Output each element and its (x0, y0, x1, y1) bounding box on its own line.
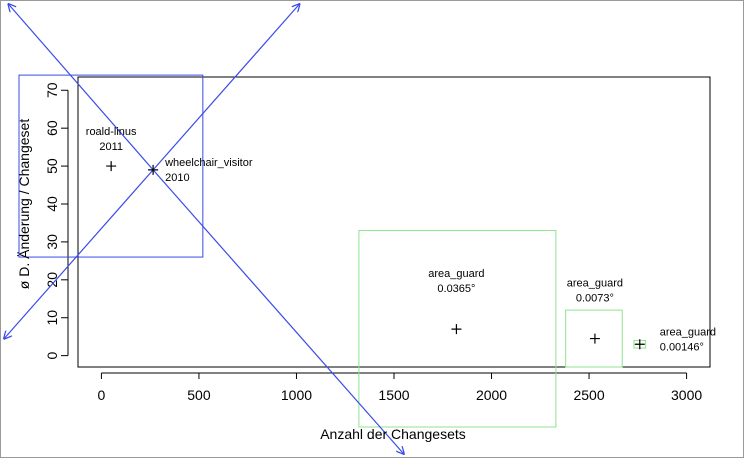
point-label: area_guard (660, 326, 716, 338)
y-tick-label: 60 (44, 120, 60, 136)
data-point-marker (148, 164, 159, 175)
y-tick-label: 50 (44, 158, 60, 174)
y-tick-label: 40 (44, 196, 60, 212)
arrows (4, 4, 404, 454)
green-box (565, 309, 623, 368)
y-tick-label: 20 (44, 272, 60, 288)
point-label-value: 0.00146° (660, 341, 704, 353)
data-point-marker (451, 324, 462, 335)
plot-area (77, 76, 711, 368)
point-label: area_guard (567, 278, 623, 290)
point-label-value: 2011 (99, 141, 123, 153)
blue-box (18, 74, 204, 258)
point-label: roald-linus (86, 126, 137, 138)
x-tick-label: 3000 (671, 387, 702, 403)
point-label-value: 0.0365° (437, 283, 475, 295)
x-tick-label: 500 (187, 387, 211, 403)
arrow (8, 4, 154, 171)
point-label: area_guard (428, 268, 484, 280)
y-tick-label: 10 (44, 310, 60, 326)
data-point-marker (589, 333, 600, 344)
x-tick-label: 1000 (281, 387, 312, 403)
y-axis: 0 10 20 30 40 50 60 70 (44, 82, 69, 360)
x-axis: 0 500 1000 1500 2000 2500 3000 (98, 372, 702, 403)
y-tick-label: 70 (44, 82, 60, 98)
point-label-value: 2010 (165, 172, 189, 184)
data-point-marker (106, 161, 117, 172)
x-tick-label: 2000 (476, 387, 507, 403)
x-tick-label: 1500 (378, 387, 409, 403)
x-axis-label: Anzahl der Changesets (320, 426, 466, 442)
point-label-value: 0.0073° (576, 293, 614, 305)
x-tick-label: 2500 (573, 387, 604, 403)
highlight-boxes (18, 74, 647, 428)
y-tick-label: 30 (44, 234, 60, 250)
x-tick-label: 0 (98, 387, 106, 403)
y-axis-label: ø D. Änderung / Changeset (16, 119, 32, 290)
data-point-marker (634, 339, 645, 350)
data-points: roald-linus 2011 wheelchair_visitor 2010 are… (86, 126, 716, 353)
arrow (152, 4, 299, 171)
arrow (152, 169, 404, 454)
y-tick-label: 0 (44, 352, 60, 360)
green-box (358, 230, 557, 428)
point-label: wheelchair_visitor (164, 157, 253, 169)
arrow (4, 169, 154, 339)
